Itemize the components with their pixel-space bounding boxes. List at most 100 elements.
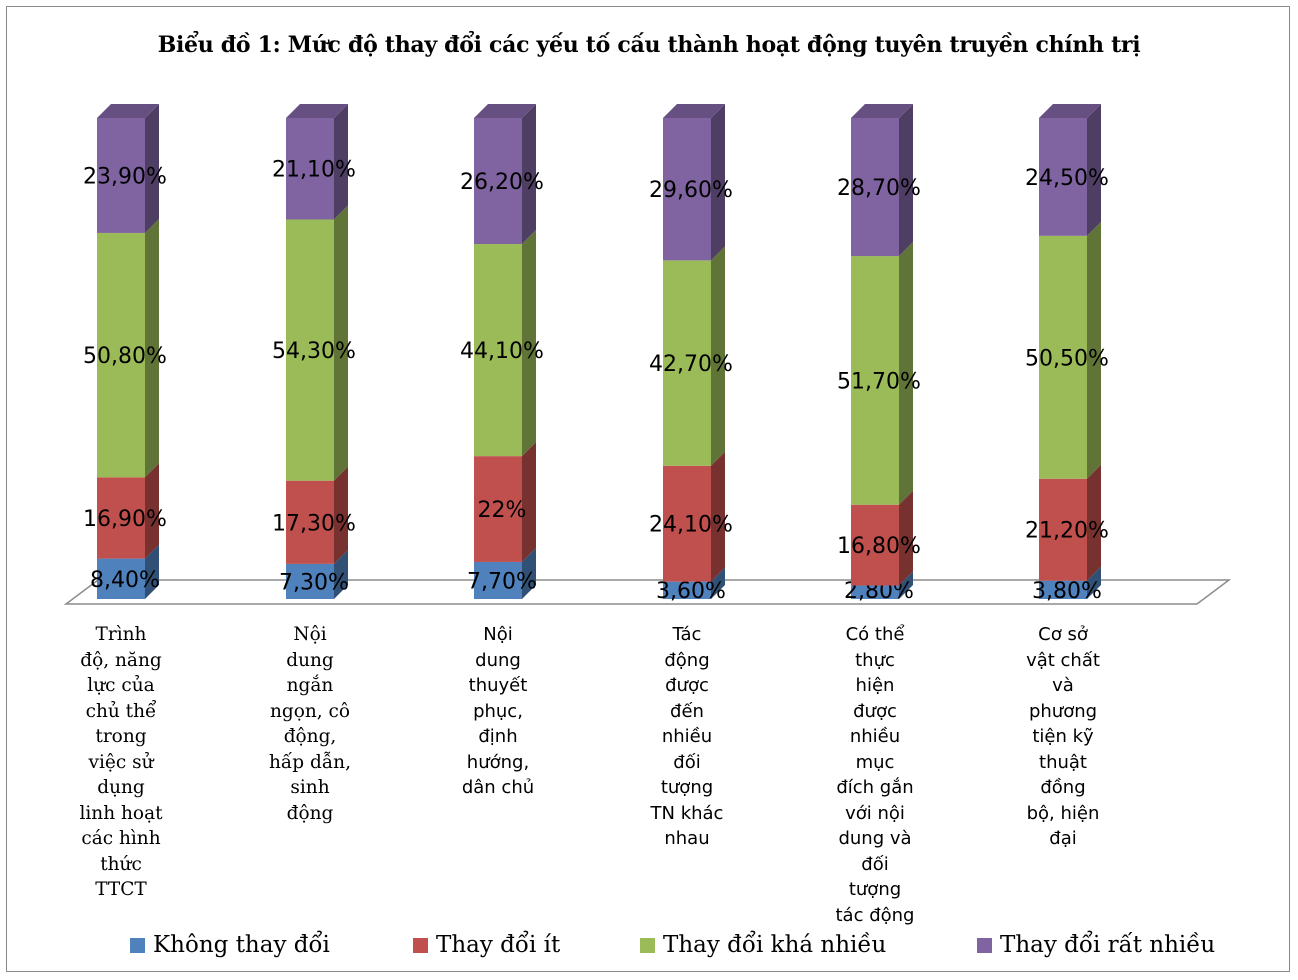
category-label-line: đồng [1040,777,1086,798]
data-label: 24,10% [649,513,733,538]
bar-top [851,104,913,118]
category-label-line: đích gắn [836,777,914,798]
data-label: 23,90% [83,164,167,189]
category-label: Trình độ, năng lực của chủ thể trong việc sử d… [46,622,196,903]
legend-swatch [130,937,145,953]
bar-segment [474,104,536,245]
category-label-line: chủ thể [85,700,157,722]
category-label-line: vật chất [1026,649,1100,671]
legend-label: Thay đổi rất nhiều [1000,932,1216,958]
data-label: 50,80% [83,344,167,369]
legend-item: Thay đổi ít [413,928,560,962]
bar-segment [1039,104,1101,236]
category-label-line: định [478,726,518,747]
data-label: 26,20% [460,170,544,195]
bar-segment [97,463,159,559]
bar-segment [286,205,348,481]
bar-segment [1039,566,1101,599]
bar-front [1039,235,1087,479]
data-label: 24,50% [1025,166,1109,191]
bar-side [522,442,536,562]
category-label-line: hướng, [466,751,530,773]
bar-segment [1039,464,1101,581]
bar-front [97,118,145,233]
bar-segment [851,490,913,586]
category-label-line: Tác [672,624,702,645]
bar-front [663,581,711,599]
category-label-line: việc sử [88,751,154,773]
bar-front [97,477,145,559]
bar-side [711,104,725,261]
category-label: Nội dung thuyết phục, định hướng, dân chủ [423,622,573,801]
bar-front [1039,580,1087,599]
bar-segment [97,104,159,233]
category-label: Nội dung ngắn ngọn, cô động, hấp dẫn, sinh động [235,622,385,826]
category-label-line: ngắn [286,675,334,696]
bar-side [1087,464,1101,581]
category-label-line: dân chủ [461,777,535,798]
category-label-line: Cơ sở [1038,624,1088,645]
category-label-line: Có thể [845,624,905,645]
category-label-line: tác động [835,904,915,926]
category-label-line: dung [475,649,521,671]
data-label: 44,10% [460,339,544,364]
bar-front [663,260,711,466]
category-label-line: dung và [838,828,912,849]
category-label-line: đối [673,751,701,773]
bar-side [522,104,536,245]
category-label-line: bộ, hiện [1026,802,1100,824]
bar-segment [286,466,348,564]
legend-label: Thay đổi ít [436,932,561,958]
category-label-line: tiện kỹ [1032,726,1094,747]
category-label-line: Trình [95,624,147,645]
bar-side [899,104,913,257]
bar-side [711,451,725,582]
data-label: 7,70% [467,569,537,594]
category-label-line: phương [1028,700,1098,722]
category-label-line: thuật [1039,751,1087,773]
bar-front [474,118,522,245]
data-label: 21,10% [272,158,356,183]
legend-item: Thay đổi rất nhiều [977,928,1215,962]
bar-front [286,219,334,481]
bar-front [474,456,522,562]
bar-segment [851,571,913,599]
data-label: 17,30% [272,511,356,536]
category-label-line: được [853,700,897,722]
data-label: 16,90% [83,507,167,532]
category-label-line: hiện [855,675,895,696]
bar-side [334,466,348,564]
category-label-line: linh hoạt [79,802,163,824]
legend-swatch [640,937,655,953]
bar-side [711,246,725,466]
bar-front [851,504,899,586]
bar-front [474,244,522,457]
bar-front [474,561,522,599]
legend-item: Không thay đổi [130,928,330,962]
category-label-line: động, [283,726,337,747]
category-label-line: đến [670,700,704,722]
bar-front [851,585,899,599]
bar-top [97,104,159,118]
bar-segment [851,104,913,257]
data-label: 29,60% [649,178,733,203]
data-label: 28,70% [837,176,921,201]
bar-top [474,104,536,118]
category-label-line: nhiều [661,726,713,747]
category-label: Tác động được đến nhiều đối tượng TN khác nhau [612,622,762,852]
bar-segment [286,549,348,599]
bar-side [145,218,159,478]
category-label-line: các hình [81,828,161,849]
data-label: 3,60% [656,579,726,604]
category-label-line: mục [855,751,895,773]
bar-top [286,104,348,118]
bar-segment [97,544,159,599]
bar-segment [663,104,725,261]
bar-front [97,558,145,599]
bar-side [522,230,536,457]
bar-front [663,118,711,261]
category-label-line: độ, năng [80,649,162,671]
data-label: 54,30% [272,339,356,364]
data-label: 22% [478,498,527,523]
bar-front [851,118,899,257]
